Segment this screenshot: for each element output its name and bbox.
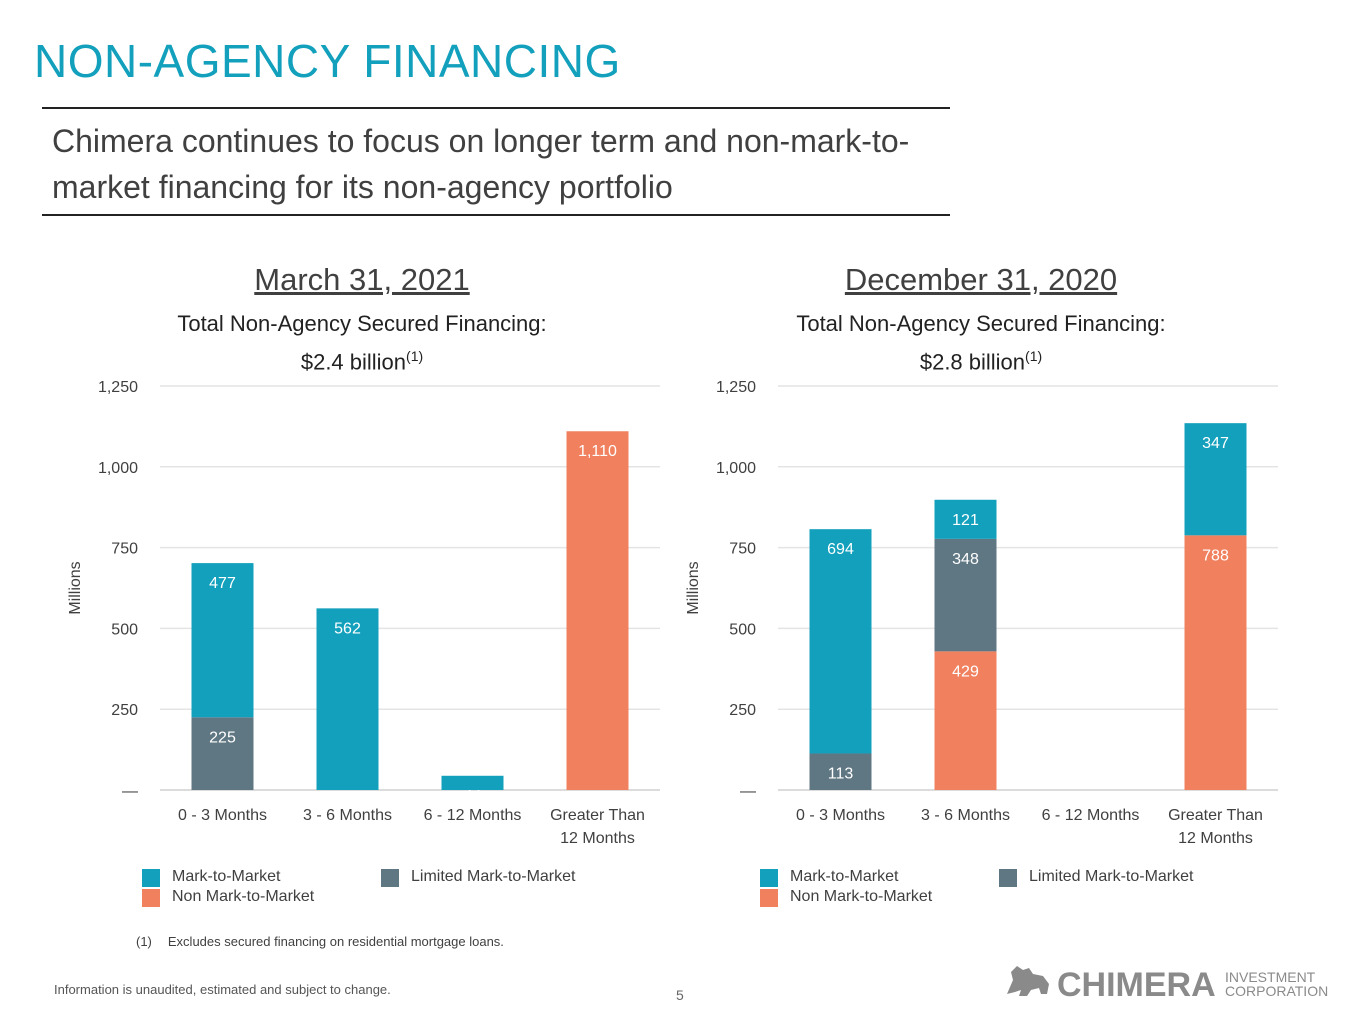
- top-divider: [42, 107, 950, 109]
- data-label: 348: [952, 551, 979, 568]
- x-tick-label: Greater Than: [1168, 807, 1263, 824]
- legend-swatch-mtm: [142, 869, 160, 887]
- data-label: 225: [209, 729, 236, 746]
- page-subtitle: Chimera continues to focus on longer ter…: [52, 123, 910, 205]
- footnote-marker: (1): [136, 934, 152, 949]
- legend-label: Non Mark-to-Market: [790, 888, 933, 905]
- data-label: 788: [1202, 547, 1229, 564]
- total-value: $2.8 billion: [919, 349, 1026, 375]
- y-tick-label: 250: [111, 702, 138, 719]
- y-tick-label: 1,000: [98, 460, 138, 477]
- bar-limited: [809, 753, 872, 790]
- legend-swatch-limited: [381, 869, 399, 887]
- bar-mtm: [809, 529, 872, 754]
- y-tick-label: 750: [111, 541, 138, 558]
- chimera-logo: CHIMERA INVESTMENT CORPORATION: [1007, 966, 1328, 1002]
- y-axis-label: Millions: [685, 561, 702, 614]
- legend-label: Mark-to-Market: [172, 868, 281, 885]
- bar-mtm: [316, 608, 379, 790]
- y-tick-label: 250: [729, 702, 756, 719]
- logo-line2: CORPORATION: [1225, 983, 1328, 999]
- total-value-line: $2.8 billion(1): [721, 340, 1241, 378]
- y-tick-label: 750: [729, 541, 756, 558]
- legend-swatch-mtm: [760, 869, 778, 887]
- x-tick-label: Greater Than: [550, 807, 645, 824]
- total-value-line: $2.4 billion(1): [102, 340, 622, 378]
- legend-label: Non Mark-to-Market: [172, 888, 315, 905]
- x-tick-label: 3 - 6 Months: [303, 807, 392, 824]
- x-tick-label: 12 Months: [1178, 830, 1253, 847]
- data-label: 347: [1202, 435, 1229, 452]
- footnote: (1) Excludes secured financing on residen…: [136, 934, 504, 949]
- y-tick-label: 1,250: [716, 379, 756, 396]
- bar-non: [1184, 535, 1247, 790]
- data-label: 429: [952, 663, 979, 680]
- data-label: 694: [827, 541, 854, 558]
- legend-label: Mark-to-Market: [790, 868, 899, 885]
- bar-limited: [934, 538, 997, 652]
- bottom-divider: [42, 214, 950, 216]
- data-label: 121: [952, 512, 979, 529]
- logo-wordmark: CHIMERA: [1057, 966, 1216, 1002]
- total-label: Total Non-Agency Secured Financing:: [177, 311, 547, 336]
- data-label: 113: [828, 765, 854, 782]
- bar-non: [934, 651, 997, 790]
- data-label: 44: [464, 788, 482, 805]
- y-tick-label: 500: [729, 621, 756, 638]
- y-tick-label: —: [122, 783, 138, 800]
- chart-march-2021: — 250 500 750 1,000 1,250 Millions 225 477 0 - 3 …: [67, 379, 660, 847]
- data-label: 1,110: [578, 443, 617, 460]
- x-tick-label: 6 - 12 Months: [424, 807, 522, 824]
- panel-header-march-2021: March 31, 2021 Total Non-Agency Secured …: [102, 262, 622, 378]
- bar-limited: [191, 717, 254, 790]
- y-tick-label: 1,000: [716, 460, 756, 477]
- total-value: $2.4 billion: [300, 349, 407, 375]
- legend-swatch-non: [760, 889, 778, 907]
- chart-december-2020: — 250 500 750 1,000 1,250 Millions 113 694 0 - 3 …: [685, 379, 1278, 847]
- legend-label: Limited Mark-to-Market: [1029, 868, 1194, 885]
- legend-label: Limited Mark-to-Market: [411, 868, 576, 885]
- bar-non: [566, 431, 629, 790]
- data-label: 477: [209, 575, 236, 592]
- page-title: NON-AGENCY FINANCING: [34, 35, 621, 87]
- x-tick-label: 12 Months: [560, 830, 635, 847]
- total-label: Total Non-Agency Secured Financing:: [796, 311, 1166, 336]
- x-tick-label: 0 - 3 Months: [796, 807, 885, 824]
- bar-mtm: [191, 563, 254, 718]
- panel-total: Total Non-Agency Secured Financing: $2.8…: [721, 308, 1241, 378]
- bar-mtm: [1184, 423, 1247, 536]
- panel-total: Total Non-Agency Secured Financing: $2.4…: [102, 308, 622, 378]
- page-number: 5: [676, 987, 684, 1003]
- y-tick-label: 500: [111, 621, 138, 638]
- panel-date: March 31, 2021: [254, 262, 470, 297]
- panel-date: December 31, 2020: [844, 262, 1118, 297]
- y-tick-label: 1,250: [98, 379, 138, 396]
- logo-line1: INVESTMENT: [1225, 969, 1316, 985]
- x-tick-label: 0 - 3 Months: [178, 807, 267, 824]
- legend-swatch-limited: [999, 869, 1017, 887]
- x-tick-label: 6 - 12 Months: [1042, 807, 1140, 824]
- panel-header-december-2020: December 31, 2020 Total Non-Agency Secur…: [721, 262, 1241, 378]
- footnote-text: Excludes secured financing on residentia…: [167, 934, 504, 949]
- data-label: 562: [334, 620, 361, 637]
- bar-mtm: [441, 775, 504, 790]
- total-note: (1): [406, 348, 424, 364]
- total-note: (1): [1025, 348, 1043, 364]
- legend-swatch-non: [142, 889, 160, 907]
- disclaimer: Information is unaudited, estimated and …: [54, 982, 391, 997]
- y-tick-label: —: [740, 783, 756, 800]
- bar-mtm: [934, 499, 997, 539]
- y-axis-label: Millions: [67, 561, 84, 614]
- x-tick-label: 3 - 6 Months: [921, 807, 1010, 824]
- logo-lion-icon: [1007, 966, 1049, 996]
